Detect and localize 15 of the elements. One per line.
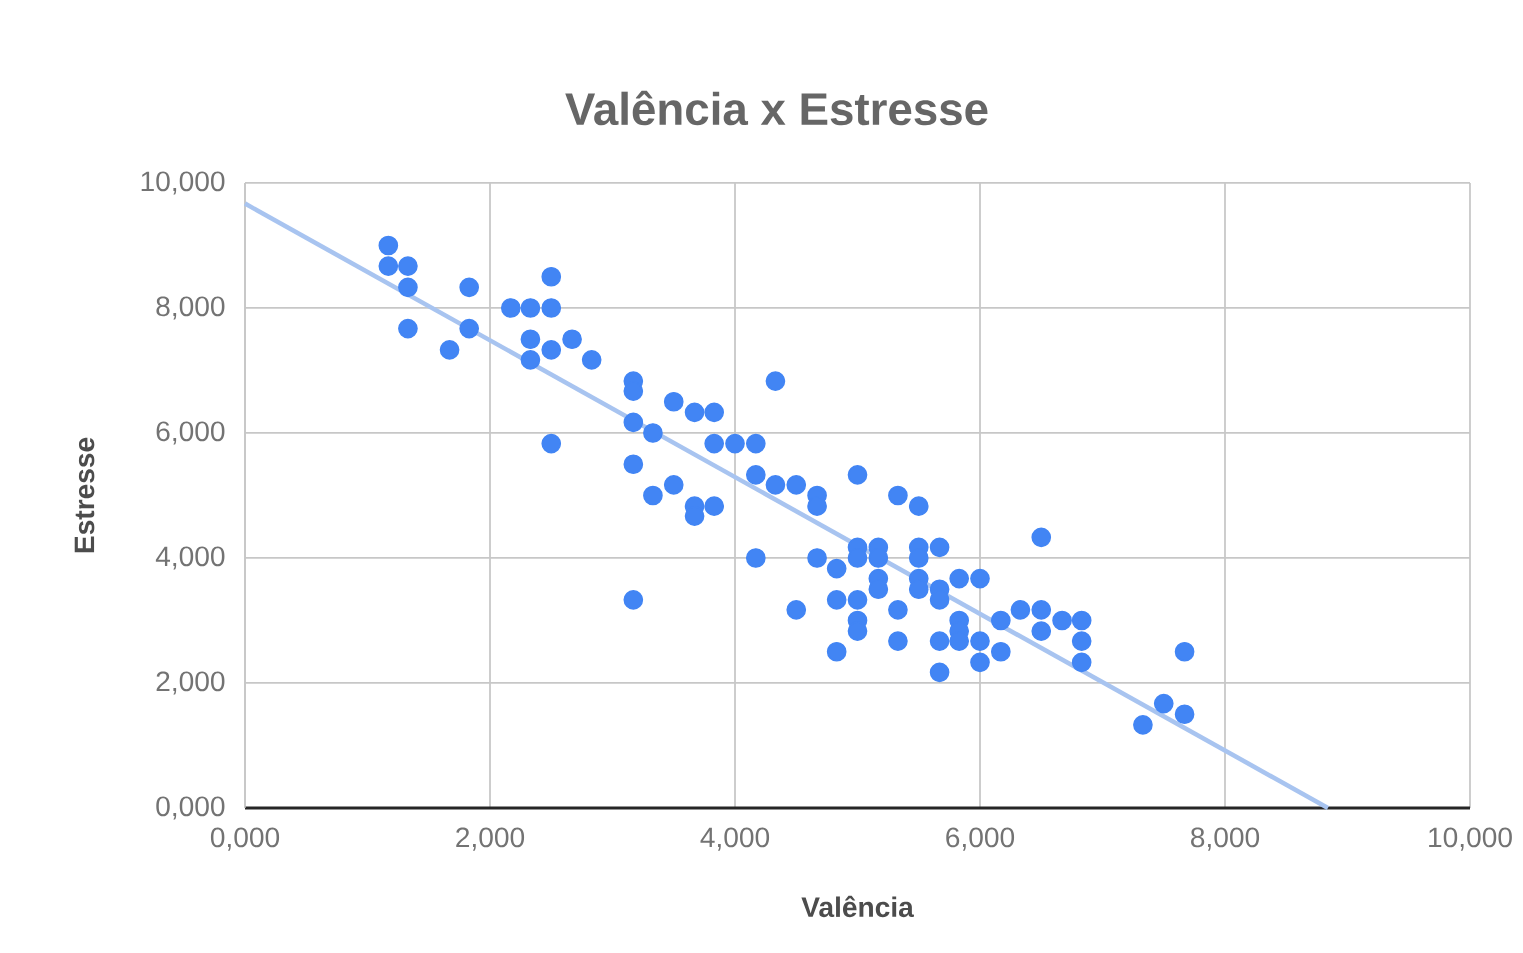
- x-tick-label: 10,000: [1429, 827, 1512, 851]
- y-tick-label: 10,000: [141, 171, 225, 195]
- chart-title: Valência x Estresse: [565, 90, 988, 126]
- y-tick-label: 8,000: [156, 296, 225, 320]
- y-tick-label: 0,000: [156, 796, 225, 820]
- x-tick-label: 0,000: [210, 827, 280, 851]
- y-tick-label: 2,000: [156, 671, 225, 695]
- x-tick-label: 8,000: [1191, 827, 1260, 851]
- x-axis-title: Valência: [801, 895, 914, 918]
- y-tick-label: 6,000: [156, 421, 225, 445]
- y-axis-title: Estresse: [74, 437, 95, 553]
- x-tick-label: 4,000: [700, 827, 770, 851]
- y-tick-label: 4,000: [155, 546, 225, 570]
- x-tick-label: 2,000: [456, 827, 525, 851]
- x-tick-label: 6,000: [946, 827, 1015, 851]
